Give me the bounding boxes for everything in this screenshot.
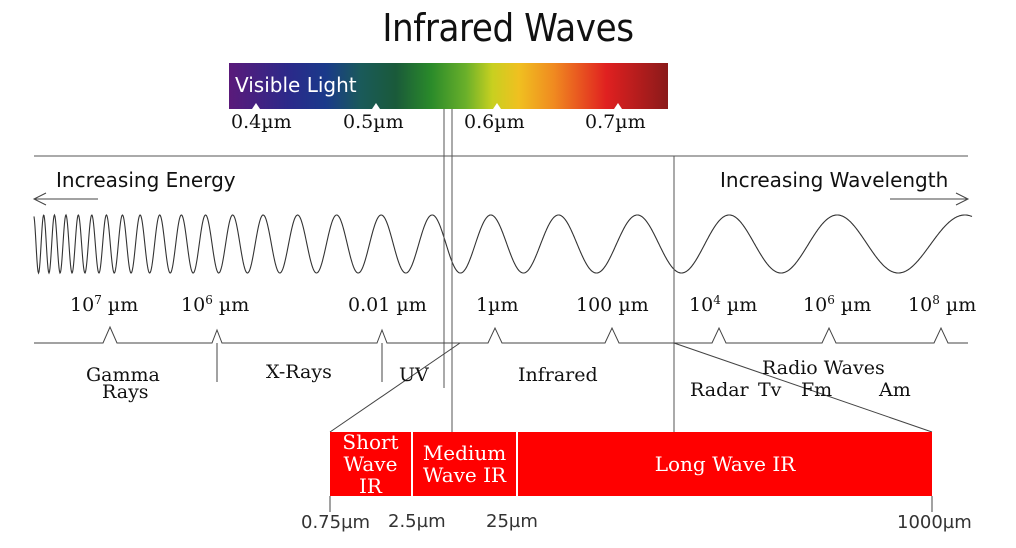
scale-line bbox=[34, 325, 968, 344]
wave-line bbox=[33, 213, 973, 275]
region-gamma-label: Gamma bbox=[86, 364, 160, 386]
visible-tick-label: 0.5µm bbox=[343, 111, 404, 133]
region-infrared-label: Infrared bbox=[518, 364, 598, 386]
fm-label: Fm bbox=[801, 379, 833, 401]
scale-tick-label: 106 µm bbox=[803, 293, 872, 316]
region-gamma-label-2: Rays bbox=[102, 381, 149, 403]
ir-tick-label: 0.75µm bbox=[301, 512, 371, 533]
am-label: Am bbox=[879, 379, 911, 401]
medium-wave-ir-band: Medium Wave IR bbox=[413, 432, 516, 496]
visible-light-label: Visible Light bbox=[235, 73, 357, 97]
expansion-line-left bbox=[329, 342, 461, 433]
ir-tick-label: 2.5µm bbox=[388, 511, 446, 532]
visible-tick-label: 0.4µm bbox=[231, 111, 292, 133]
spectrum-notches bbox=[252, 103, 622, 109]
energy-arrow bbox=[32, 192, 98, 206]
ir-tick-label: 1000µm bbox=[897, 512, 972, 533]
scale-tick-label: 107 µm bbox=[70, 293, 139, 316]
increasing-energy-label: Increasing Energy bbox=[56, 168, 236, 192]
ir-tick-label: 25µm bbox=[486, 511, 538, 532]
scale-tick-label: 100 µm bbox=[576, 294, 649, 316]
scale-tick-label: 1µm bbox=[476, 294, 519, 316]
long-wave-ir-band: Long Wave IR bbox=[518, 432, 932, 496]
region-radio-label: Radio Waves bbox=[762, 357, 885, 379]
scale-tick-label: 104 µm bbox=[689, 293, 758, 316]
region-xrays-label: X-Rays bbox=[266, 361, 332, 383]
scale-tick-label: 0.01 µm bbox=[348, 294, 427, 316]
tv-label: Tv bbox=[758, 379, 782, 401]
short-wave-ir-band: Short Wave IR bbox=[330, 431, 411, 497]
visible-tick-label: 0.6µm bbox=[464, 111, 525, 133]
wavelength-arrow bbox=[890, 192, 970, 206]
increasing-wavelength-label: Increasing Wavelength bbox=[720, 168, 949, 192]
region-uv-label: UV bbox=[399, 364, 429, 386]
expansion-line-right bbox=[673, 342, 933, 433]
scale-tick-label: 108 µm bbox=[908, 293, 977, 316]
radar-label: Radar bbox=[690, 379, 749, 401]
visible-light-spectrum: Visible Light bbox=[229, 63, 668, 109]
visible-tick-label: 0.7µm bbox=[585, 111, 646, 133]
scale-tick-label: 106 µm bbox=[181, 293, 250, 316]
page-title: Infrared Waves bbox=[382, 6, 634, 50]
